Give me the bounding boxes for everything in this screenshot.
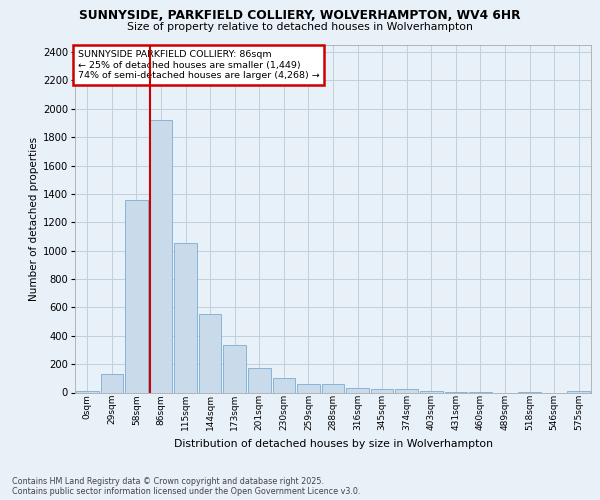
Bar	[395, 390, 418, 392]
X-axis label: Distribution of detached houses by size in Wolverhampton: Distribution of detached houses by size …	[173, 438, 493, 448]
Bar	[248, 368, 271, 392]
Bar	[420, 391, 443, 392]
Text: Contains HM Land Registry data © Crown copyright and database right 2025.
Contai: Contains HM Land Registry data © Crown c…	[12, 476, 361, 496]
Bar	[101, 374, 123, 392]
Bar	[223, 345, 246, 393]
Bar	[174, 243, 197, 392]
Bar	[76, 391, 98, 392]
Bar	[125, 200, 148, 392]
Text: SUNNYSIDE, PARKFIELD COLLIERY, WOLVERHAMPTON, WV4 6HR: SUNNYSIDE, PARKFIELD COLLIERY, WOLVERHAM…	[79, 9, 521, 22]
Bar	[149, 120, 172, 392]
Bar	[322, 384, 344, 392]
Text: Size of property relative to detached houses in Wolverhampton: Size of property relative to detached ho…	[127, 22, 473, 32]
Bar	[297, 384, 320, 392]
Bar	[272, 378, 295, 392]
Y-axis label: Number of detached properties: Number of detached properties	[29, 136, 38, 301]
Bar	[346, 388, 369, 392]
Bar	[371, 389, 394, 392]
Bar	[199, 314, 221, 392]
Text: SUNNYSIDE PARKFIELD COLLIERY: 86sqm
← 25% of detached houses are smaller (1,449): SUNNYSIDE PARKFIELD COLLIERY: 86sqm ← 25…	[77, 50, 319, 80]
